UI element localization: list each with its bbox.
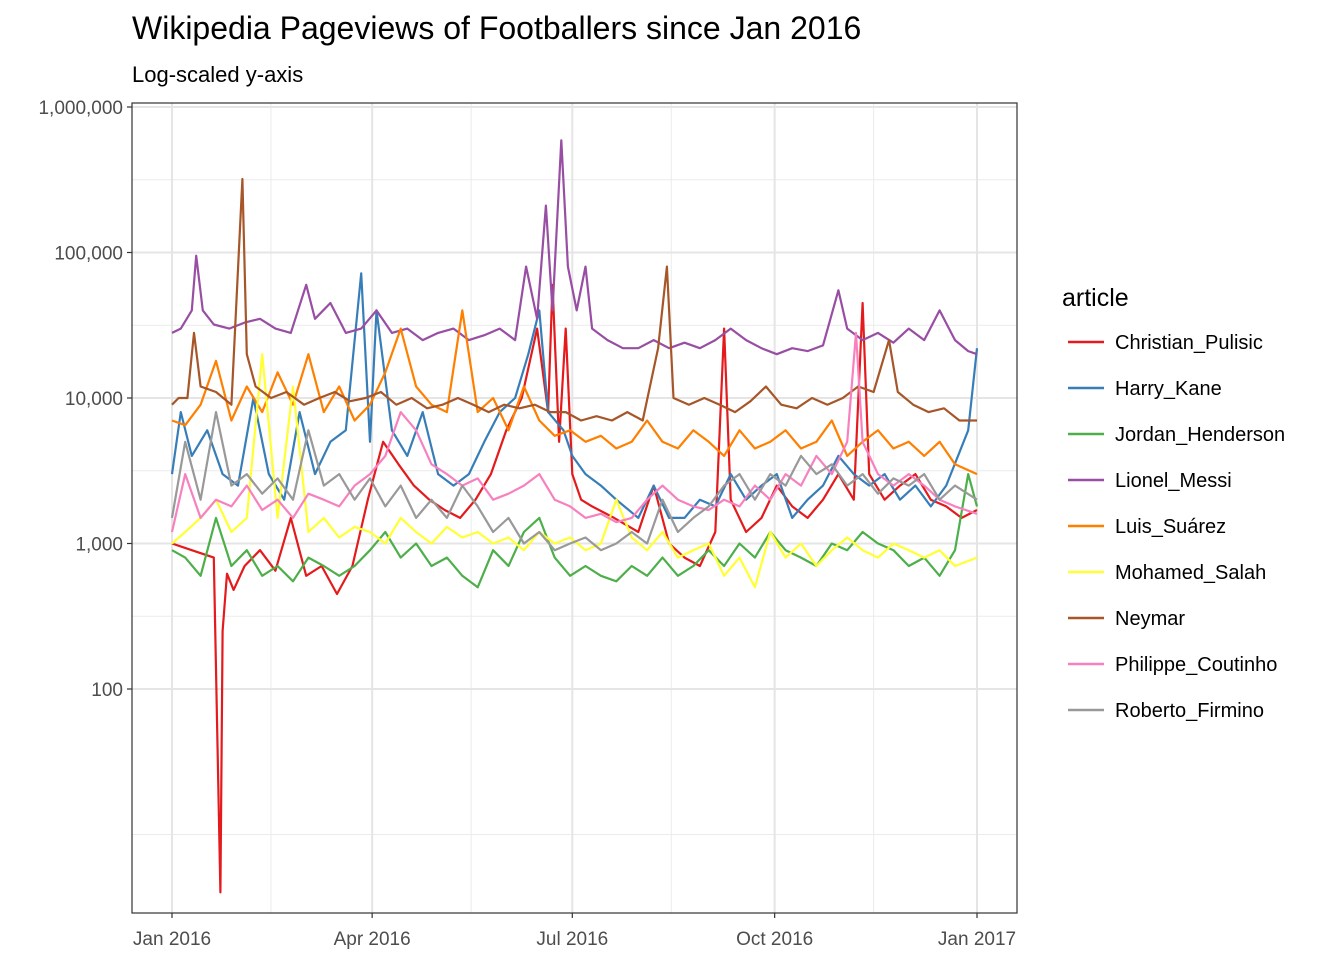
- legend-label: Lionel_Messi: [1115, 470, 1232, 492]
- y-tick-label: 100: [91, 680, 123, 701]
- series-layer: [170, 139, 979, 894]
- axis-layer: 100 1,000 10,000 100,000 1,000,000 Jan 2016 Ap…: [38, 98, 1016, 950]
- x-tick-label: Jan 2016: [133, 929, 211, 950]
- series-line-roberto_firmino: [170, 411, 978, 552]
- legend-label: Mohamed_Salah: [1115, 562, 1266, 584]
- series-line-neymar: [171, 177, 977, 422]
- legend-label: Philippe_Coutinho: [1115, 654, 1277, 676]
- x-tick-label: Apr 2016: [334, 929, 411, 950]
- series-line-mohamed_salah: [171, 353, 978, 589]
- y-tick-label: 1,000: [75, 535, 123, 556]
- x-tick-label: Jul 2016: [536, 929, 608, 950]
- legend-label: Neymar: [1115, 608, 1185, 630]
- legend-label: Roberto_Firmino: [1115, 700, 1264, 722]
- series-line-philippe_coutinho: [170, 331, 978, 533]
- chart-title: Wikipedia Pageviews of Footballers since…: [132, 10, 862, 46]
- legend-label: Luis_Suárez: [1115, 516, 1226, 538]
- legend: article Christian_Pulisic Harry_Kane Jordan…: [1062, 284, 1285, 722]
- legend-label: Christian_Pulisic: [1115, 332, 1263, 354]
- legend-label: Harry_Kane: [1115, 378, 1222, 400]
- y-tick-label: 10,000: [65, 389, 123, 410]
- series-line-harry_kane: [170, 272, 979, 520]
- plot-border: [131, 102, 1018, 914]
- series-line-lionel_messi: [171, 139, 978, 356]
- legend-label: Jordan_Henderson: [1115, 424, 1285, 446]
- series-line-jordan_henderson: [171, 473, 979, 589]
- series-line-luis_suárez: [171, 309, 978, 476]
- y-tick-label: 1,000,000: [38, 98, 123, 119]
- y-tick-label: 100,000: [54, 244, 123, 265]
- x-tick-label: Jan 2017: [938, 929, 1016, 950]
- x-tick-label: Oct 2016: [736, 929, 813, 950]
- legend-title: article: [1062, 284, 1129, 312]
- grid-layer: [132, 103, 1017, 913]
- chart-subtitle: Log-scaled y-axis: [132, 62, 304, 87]
